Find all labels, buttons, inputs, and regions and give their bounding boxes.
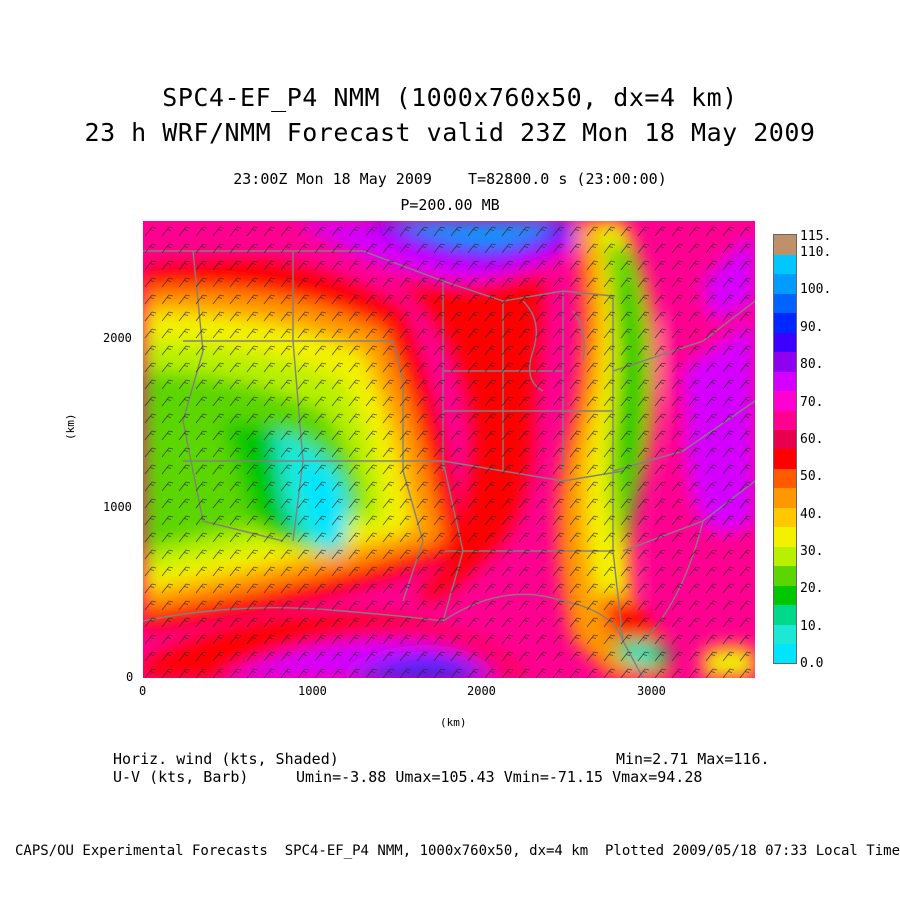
colorbar-label: 20. <box>800 581 824 596</box>
wind-barbs <box>143 221 755 678</box>
y-tick-1: 1000 <box>103 500 132 514</box>
colorbar-segment <box>774 526 796 547</box>
colorbar-label: 60. <box>800 432 824 447</box>
colorbar-segment <box>774 468 796 489</box>
colorbar-label: 0.0 <box>800 656 824 671</box>
x-tick-2: 2000 <box>467 684 496 698</box>
colorbar-label: 50. <box>800 469 824 484</box>
colorbar-segment <box>774 293 796 314</box>
colorbar-segment <box>774 585 796 606</box>
colorbar-segment <box>774 312 796 333</box>
y-tick-2: 0 <box>126 670 134 684</box>
footer-credits: CAPS/OU Experimental Forecasts SPC4-EF_P… <box>14 843 900 859</box>
wind-speed-map <box>143 221 755 678</box>
colorbar-label: 100. <box>800 282 832 297</box>
colorbar-segment <box>774 332 796 353</box>
pressure-level-label: P=200.00 MB <box>400 196 500 214</box>
x-tick-1: 1000 <box>298 684 327 698</box>
colorbar-label: 40. <box>800 507 824 522</box>
title-line-2: 23 h WRF/NMM Forecast valid 23Z Mon 18 M… <box>84 118 816 147</box>
colorbar-segment <box>774 487 796 508</box>
colorbar-segment <box>774 449 796 469</box>
colorbar-segment <box>774 235 796 255</box>
x-tick-0: 0 <box>139 684 147 698</box>
colorbar-segment <box>774 604 796 625</box>
min-max-label: Min=2.71 Max=116. <box>616 750 770 768</box>
colorbar-segment <box>774 624 796 645</box>
x-axis-label: (km) <box>440 716 467 729</box>
colorbar-segment <box>774 546 796 567</box>
title-line-1: SPC4-EF_P4 NMM (1000x760x50, dx=4 km) <box>162 83 738 112</box>
valid-time-label: 23:00Z Mon 18 May 2009 T=82800.0 s (23:0… <box>233 170 667 188</box>
colorbar-label: 10. <box>800 619 824 634</box>
colorbar-segment <box>774 390 796 411</box>
map-shading <box>143 221 755 678</box>
uv-stats-label: Umin=-3.88 Umax=105.43 Vmin=-71.15 Vmax=… <box>296 768 703 786</box>
colorbar-segment <box>774 254 796 275</box>
colorbar-label: 115. <box>800 229 832 244</box>
shaded-field-legend: Horiz. wind (kts, Shaded) <box>113 750 339 768</box>
colorbar <box>773 234 797 664</box>
colorbar-segment <box>774 410 796 431</box>
x-tick-3: 3000 <box>637 684 666 698</box>
colorbar-label: 30. <box>800 544 824 559</box>
colorbar-label: 80. <box>800 357 824 372</box>
colorbar-label: 110. <box>800 245 832 260</box>
colorbar-label: 70. <box>800 395 824 410</box>
colorbar-segment <box>774 429 796 450</box>
colorbar-segment <box>774 507 796 528</box>
y-tick-0: 2000 <box>103 331 132 345</box>
colorbar-segment <box>774 565 796 586</box>
colorbar-segment <box>774 273 796 294</box>
colorbar-segment <box>774 351 796 372</box>
colorbar-segment <box>774 643 796 664</box>
colorbar-segment <box>774 371 796 392</box>
barb-field-legend: U-V (kts, Barb) <box>113 768 249 786</box>
y-axis-label: (km) <box>64 413 77 441</box>
colorbar-label: 90. <box>800 320 824 335</box>
